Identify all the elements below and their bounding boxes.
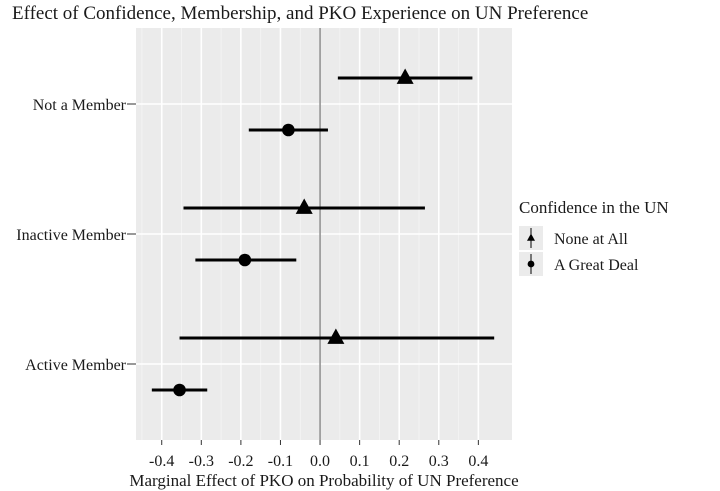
point-marker-triangle [295,198,313,214]
x-tick-label: -0.2 [228,453,253,470]
legend-label: None at All [554,231,628,248]
data-point [248,123,328,137]
data-marks [151,68,495,397]
grid-lines [136,28,512,440]
point-marker-triangle [396,68,414,84]
point-marker-circle [282,123,295,137]
legend-title: Confidence in the UN [519,198,669,217]
x-axis-title: Marginal Effect of PKO on Probability of… [129,471,518,490]
point-marker-triangle [327,328,345,344]
x-tick-label: 0.2 [389,453,409,470]
y-tick-label: Not a Member [33,97,127,114]
legend-key-triangle [527,233,535,241]
legend: Confidence in the UN None at All A Great … [519,198,669,276]
legend-key-circle [527,260,535,268]
x-tick-label: 0.4 [468,453,488,470]
x-tick-label: 0.0 [310,453,330,470]
legend-item: A Great Deal [519,252,639,276]
legend-item: None at All [519,226,628,250]
series-circle [151,123,328,397]
data-point [195,253,297,267]
data-point [183,198,425,214]
y-tick-label: Inactive Member [16,227,126,244]
point-marker-circle [173,383,186,397]
chart-title: Effect of Confidence, Membership, and PK… [12,3,588,24]
x-tick-label: -0.1 [268,453,293,470]
series-triangle [179,68,495,344]
x-tick-label: 0.3 [429,453,449,470]
data-point [337,68,473,84]
x-tick-label: 0.1 [350,453,370,470]
x-tick-label: -0.3 [189,453,214,470]
x-tick-label: -0.4 [149,453,174,470]
legend-label: A Great Deal [554,257,639,274]
point-marker-circle [238,253,252,267]
axes: -0.4 -0.3 -0.2 -0.1 0.0 0.1 0.2 0.3 0.4 Not a Mem… [16,97,488,470]
data-point [151,383,208,397]
data-point [179,328,495,344]
y-tick-label: Active Member [25,357,127,374]
